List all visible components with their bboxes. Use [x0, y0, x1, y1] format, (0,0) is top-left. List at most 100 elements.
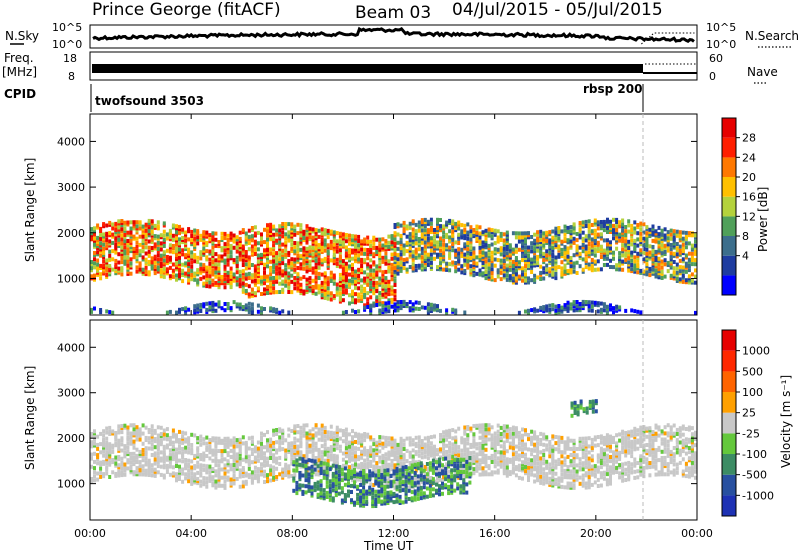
echo-cell [448, 428, 452, 433]
echo-cell [96, 434, 100, 439]
echo-cell [181, 227, 185, 232]
echo-cell [317, 265, 321, 270]
echo-cell [253, 278, 257, 283]
echo-cell [226, 233, 230, 238]
echo-cell [372, 235, 376, 240]
echo-cell [187, 446, 191, 451]
echo-cell [654, 264, 658, 269]
echo-cell [615, 267, 619, 272]
echo-cell [205, 301, 209, 306]
echo-cell [102, 259, 106, 264]
echo-cell [517, 274, 521, 279]
echo-cell [469, 237, 473, 242]
echo-cell [417, 445, 421, 450]
echo-cell [417, 439, 421, 444]
echo-cell [90, 227, 93, 232]
echo-cell [308, 288, 312, 293]
echo-cell [253, 469, 257, 474]
echo-cell [290, 242, 294, 247]
echo-cell [168, 472, 172, 477]
echo-cell [214, 450, 218, 455]
echo-cell [120, 237, 124, 242]
echo-cell [593, 239, 597, 244]
echo-cell [138, 226, 142, 231]
echo-cell [99, 247, 103, 252]
echo-cell [108, 456, 112, 461]
echo-cell [681, 242, 685, 247]
echo-cell [551, 252, 555, 257]
echo-cell [396, 442, 400, 447]
echo-cell [463, 466, 467, 471]
echo-cell [493, 230, 497, 235]
echo-cell [642, 259, 646, 264]
echo-cell [266, 473, 269, 478]
echo-cell [144, 233, 148, 237]
echo-cell [332, 261, 336, 266]
echo-cell [208, 456, 212, 461]
echo-cell [269, 222, 273, 227]
echo-cell [296, 266, 300, 270]
echo-cell [578, 306, 582, 311]
echo-cell [111, 310, 115, 315]
echo-cell [463, 472, 467, 477]
echo-cell [448, 235, 452, 240]
echo-cell [593, 261, 597, 266]
echo-cell [220, 306, 224, 311]
echo-cell [442, 446, 446, 451]
echo-cell [320, 425, 324, 430]
echo-cell [181, 440, 185, 445]
echo-cell [138, 427, 142, 432]
echo-cell [335, 425, 339, 430]
echo-cell [281, 271, 285, 276]
echo-cell [414, 241, 418, 246]
echo-cell [320, 293, 324, 298]
echo-cell [196, 278, 200, 283]
echo-cell [463, 223, 467, 228]
echo-cell [393, 231, 397, 236]
echo-cell [533, 238, 537, 243]
echo-cell [320, 295, 324, 300]
echo-cell [627, 260, 631, 265]
echo-cell [645, 231, 649, 236]
echo-cell [539, 248, 543, 253]
echo-cell [314, 250, 318, 255]
echo-cell [120, 462, 124, 467]
echo-cell [375, 448, 379, 453]
echo-cell [542, 276, 546, 281]
echo-cell [150, 246, 154, 250]
echo-cell [263, 480, 266, 484]
echo-cell [211, 452, 215, 457]
echo-cell [123, 454, 127, 459]
echo-cell [317, 271, 321, 276]
echo-cell [363, 466, 367, 471]
echo-cell [196, 272, 200, 277]
echo-cell [390, 291, 394, 296]
echo-cell [250, 439, 254, 444]
echo-cell [657, 256, 661, 261]
echo-cell [475, 255, 479, 260]
echo-cell [284, 240, 288, 245]
echo-cell [323, 442, 327, 447]
echo-cell [660, 245, 664, 250]
echo-cell [178, 266, 181, 271]
echo-cell [366, 278, 370, 283]
echo-cell [384, 452, 388, 457]
echo-cell [357, 309, 361, 314]
echo-cell [238, 472, 242, 477]
echo-cell [165, 457, 169, 462]
echo-cell [141, 458, 145, 463]
echo-cell [272, 239, 276, 243]
echo-cell [99, 310, 103, 315]
echo-cell [281, 226, 285, 231]
echo-cell [344, 288, 348, 293]
echo-cell [299, 229, 303, 234]
echo-cell [405, 459, 409, 464]
echo-cell [678, 252, 682, 257]
echo-cell [202, 234, 206, 239]
echo-cell [326, 251, 330, 256]
echo-cell [521, 249, 524, 254]
echo-cell [129, 441, 133, 446]
echo-cell [144, 446, 148, 451]
echo-cell [175, 476, 178, 481]
echo-cell [275, 277, 279, 282]
